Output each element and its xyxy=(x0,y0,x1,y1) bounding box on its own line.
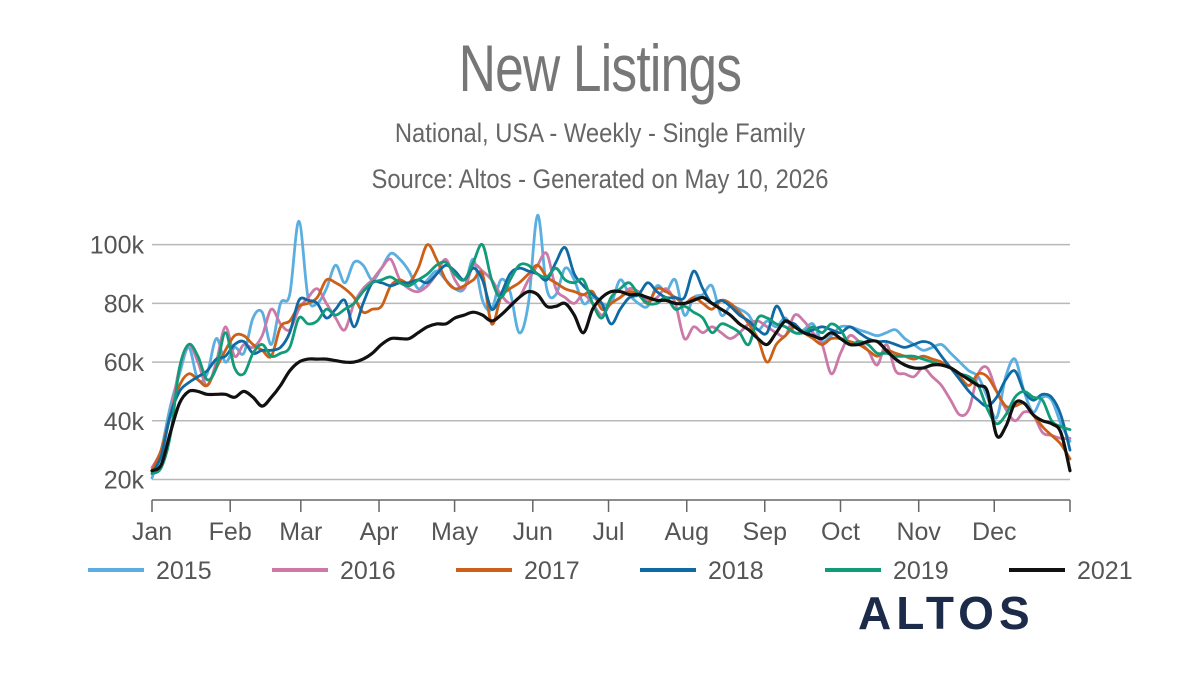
chart-title: New Listings xyxy=(458,31,742,105)
series-lines xyxy=(150,213,1072,480)
y-tick-label: 20k xyxy=(104,466,145,494)
legend-label-2018: 2018 xyxy=(708,557,764,585)
x-tick-label: Jan xyxy=(132,518,172,546)
altos-logo: ALTOS xyxy=(858,587,1035,639)
x-tick-label: May xyxy=(431,518,479,546)
chart-subtitle: National, USA - Weekly - Single Family xyxy=(394,118,806,148)
series-line-2017 xyxy=(150,243,1072,473)
x-tick-label: Aug xyxy=(664,518,708,546)
chart-source: Source: Altos - Generated on May 10, 202… xyxy=(371,164,829,194)
x-tick-label: Jul xyxy=(593,518,625,546)
x-tick-label: Jun xyxy=(513,518,553,546)
x-tick-labels: Jan Feb Mar Apr May Jun Jul Aug Sep Oct Nov Dec xyxy=(132,518,1017,546)
y-tick-label: 40k xyxy=(104,408,145,436)
y-tick-label: 80k xyxy=(104,290,145,318)
legend-label-2016: 2016 xyxy=(340,557,396,585)
x-tick-label: Oct xyxy=(821,518,860,546)
series-line-2018 xyxy=(150,246,1072,475)
x-tick-label: Apr xyxy=(360,518,399,546)
y-tick-label: 100k xyxy=(90,232,145,260)
legend-label-2017: 2017 xyxy=(524,557,580,585)
x-tick-label: Feb xyxy=(209,518,252,546)
y-tick-label: 60k xyxy=(104,349,145,377)
series-line-2021 xyxy=(150,289,1072,473)
series-line-2019 xyxy=(150,242,1072,475)
legend: 2015 2016 2017 2018 2019 2021 xyxy=(88,557,1133,585)
legend-label-2015: 2015 xyxy=(156,557,212,585)
y-tick-labels: 20k 40k 60k 80k 100k xyxy=(90,232,145,495)
legend-label-2021: 2021 xyxy=(1077,557,1133,585)
x-tick-label: Dec xyxy=(972,518,1016,546)
axes xyxy=(151,499,1071,512)
x-tick-label: Sep xyxy=(743,518,787,546)
x-tick-label: Nov xyxy=(896,518,941,546)
legend-label-2019: 2019 xyxy=(893,557,949,585)
x-tick-label: Mar xyxy=(279,518,322,546)
